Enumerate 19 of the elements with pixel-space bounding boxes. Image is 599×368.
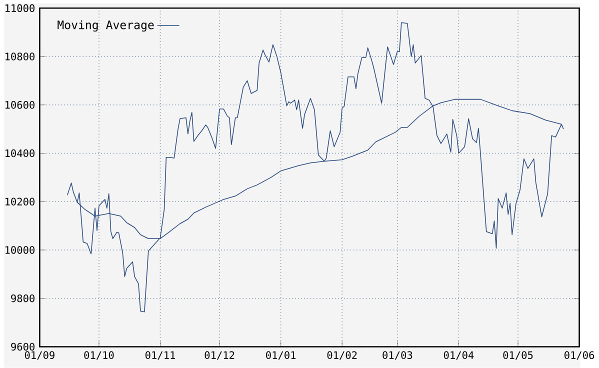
x-tick-label: 01/01 — [266, 351, 296, 360]
y-tick-label: 11000 — [6, 4, 34, 12]
y-tick-label: 10800 — [6, 52, 34, 60]
x-tick-label: 01/09 — [24, 351, 54, 360]
y-tick-label: 9600 — [11, 342, 34, 351]
legend-label: Moving Average — [58, 20, 154, 32]
x-tick-label: 01/11 — [145, 351, 175, 360]
y-tick-label: 9800 — [11, 294, 34, 302]
x-tick-label: 01/03 — [382, 351, 412, 360]
x-tick-label: 01/05 — [503, 351, 533, 360]
y-tick-label: 10200 — [6, 198, 34, 206]
x-tick-label: 01/06 — [564, 351, 594, 360]
x-tick-label: 01/12 — [204, 351, 234, 360]
y-tick-label: 10400 — [6, 149, 34, 158]
y-tick-label: 10000 — [6, 246, 34, 254]
x-tick-label: 01/04 — [444, 351, 474, 360]
y-tick-label: 10600 — [6, 101, 34, 109]
x-tick-label: 01/02 — [327, 351, 357, 360]
x-tick-label: 01/10 — [84, 351, 114, 360]
